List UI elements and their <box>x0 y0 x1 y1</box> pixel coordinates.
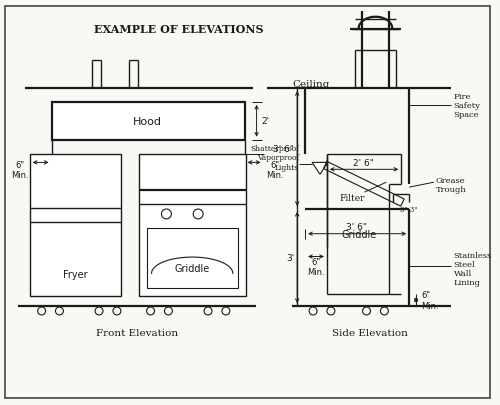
Text: Front Elevation: Front Elevation <box>96 328 178 337</box>
Text: Grease
Trough: Grease Trough <box>436 176 466 193</box>
Text: Side Elevation: Side Elevation <box>332 328 407 337</box>
Text: 3" 3": 3" 3" <box>400 205 418 213</box>
Text: Shatterproof
Vaporproof
Lights: Shatterproof Vaporproof Lights <box>250 145 299 171</box>
Bar <box>146 228 238 288</box>
Text: Stainless
Steel
Wall
Lining: Stainless Steel Wall Lining <box>454 251 492 286</box>
Text: Fire
Safety
Space: Fire Safety Space <box>454 92 480 119</box>
Text: 6"
Min.: 6" Min. <box>421 291 438 310</box>
Bar <box>30 155 121 296</box>
Text: Griddle: Griddle <box>341 229 376 239</box>
Bar <box>52 103 244 140</box>
Text: 6"
Min.: 6" Min. <box>307 257 325 276</box>
Text: 2' 6": 2' 6" <box>353 158 374 167</box>
Text: Hood: Hood <box>133 117 162 126</box>
Bar <box>138 155 246 296</box>
Text: 6"
Min.: 6" Min. <box>266 160 284 179</box>
Text: Fryer: Fryer <box>63 270 88 279</box>
Text: Griddle: Griddle <box>174 264 210 274</box>
Polygon shape <box>312 163 328 175</box>
Text: 6"
Min.: 6" Min. <box>11 160 28 179</box>
Text: 3' 6": 3' 6" <box>273 145 294 153</box>
Text: EXAMPLE OF ELEVATIONS: EXAMPLE OF ELEVATIONS <box>94 24 264 35</box>
Text: Filter: Filter <box>339 193 364 202</box>
Text: 3': 3' <box>286 254 294 262</box>
Text: 3' 6": 3' 6" <box>346 223 367 232</box>
Text: 2': 2' <box>262 117 270 126</box>
Text: Ceiling: Ceiling <box>292 79 330 88</box>
